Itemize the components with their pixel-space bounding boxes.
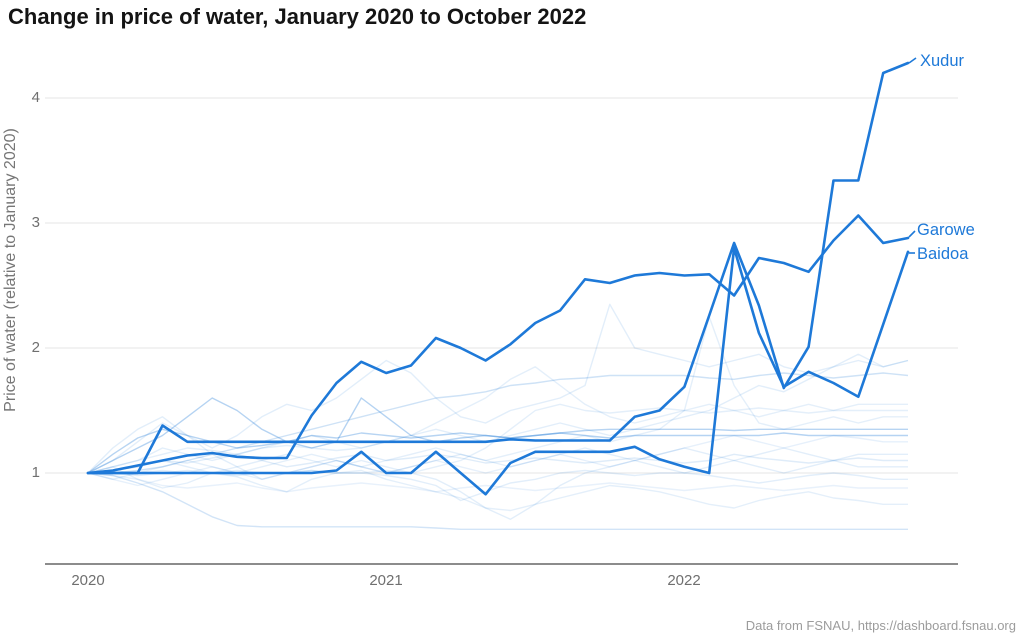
y-tick-2: 2	[32, 339, 40, 356]
data-source-attribution: Data from FSNAU, https://dashboard.fsnau…	[746, 618, 1016, 633]
x-axis-tick-labels: 2020 2021 2022	[71, 572, 700, 589]
x-tick-2020: 2020	[71, 572, 104, 589]
background-line-10	[87, 353, 909, 474]
garowe-leader-line	[908, 230, 916, 238]
xudur-label: Xudur	[920, 52, 965, 70]
series-end-labels: Xudur Garowe Baidoa	[917, 52, 975, 263]
background-line-14	[87, 366, 908, 474]
x-tick-2022: 2022	[667, 572, 700, 589]
background-line-15	[87, 434, 908, 487]
background-line-12	[87, 453, 908, 520]
baidoa-label: Baidoa	[917, 245, 969, 263]
y-tick-4: 4	[32, 89, 40, 106]
background-line-3	[87, 428, 908, 474]
background-line-8	[87, 397, 908, 474]
y-tick-3: 3	[32, 214, 40, 231]
line-baidoa	[86, 246, 910, 496]
y-axis-title: Price of water (relative to January 2020…	[2, 128, 19, 412]
xudur-leader-line	[908, 57, 917, 64]
background-line-1	[87, 466, 908, 512]
y-tick-1: 1	[32, 464, 40, 481]
series-label-leaders	[908, 57, 917, 254]
line-xudur	[86, 61, 910, 475]
background-line-13	[87, 416, 908, 480]
highlighted-city-lines	[86, 61, 910, 496]
background-city-lines	[87, 303, 909, 530]
background-line-6	[87, 316, 908, 480]
horizontal-gridlines	[45, 97, 958, 474]
line-garowe	[86, 214, 910, 475]
background-line-9	[87, 472, 908, 493]
background-line-5	[88, 372, 909, 474]
x-tick-2021: 2021	[369, 572, 402, 589]
chart-title: Change in price of water, January 2020 t…	[8, 4, 586, 29]
background-line-0	[87, 472, 908, 530]
background-line-11	[88, 403, 908, 474]
garowe-label: Garowe	[917, 221, 975, 239]
y-axis-tick-labels: 1 2 3 4	[32, 89, 40, 481]
